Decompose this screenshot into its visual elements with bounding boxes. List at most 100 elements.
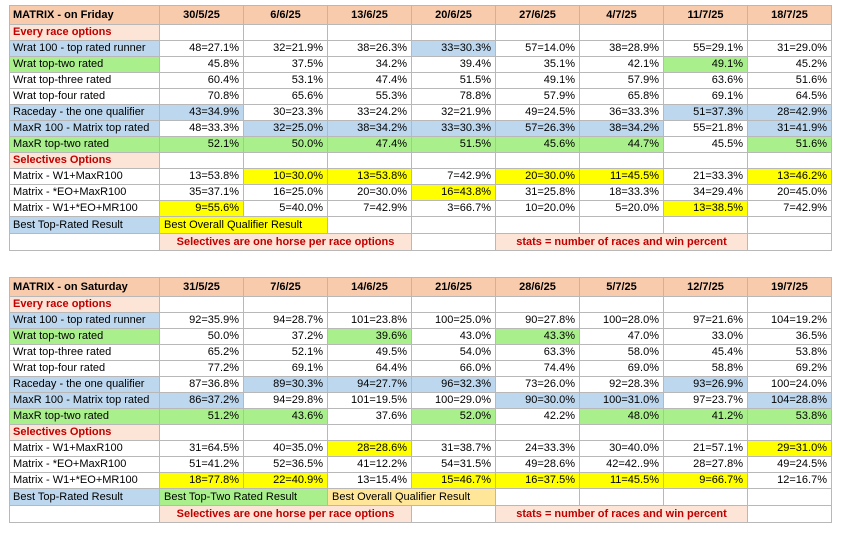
empty-cell (663, 296, 748, 313)
value-cell: 32=25.0% (243, 120, 328, 137)
value-cell: 64.4% (327, 360, 412, 377)
value-cell: 49=24.5% (495, 104, 580, 121)
value-cell: 24=33.3% (495, 440, 580, 457)
empty-cell (159, 424, 244, 441)
empty-cell (747, 488, 832, 506)
legend-best-top-rated: Best Top-Rated Result (9, 216, 160, 234)
empty-cell (495, 296, 580, 313)
value-cell: 16=25.0% (243, 184, 328, 201)
row-label: Wrat top-four rated (9, 360, 160, 377)
date-header: 18/7/25 (747, 5, 832, 25)
row-label: Matrix - W1+MaxR100 (9, 168, 160, 185)
value-cell: 45.4% (663, 344, 748, 361)
value-cell: 69.1% (243, 360, 328, 377)
value-cell: 51=41.2% (159, 456, 244, 473)
empty-cell (663, 488, 748, 506)
value-cell: 54=31.5% (411, 456, 496, 473)
value-cell: 51.2% (159, 408, 244, 425)
data-row: Wrat top-three rated 65.2% 52.1% 49.5% 54.0%… (9, 344, 832, 361)
value-cell: 34=29.4% (663, 184, 748, 201)
empty-cell (411, 233, 496, 251)
empty-cell (495, 24, 580, 41)
date-header: 13/6/25 (327, 5, 412, 25)
value-cell: 42=42..9% (579, 456, 664, 473)
empty-cell (495, 488, 580, 506)
saturday-table-body: MATRIX - on Saturday 31/5/25 7/6/25 14/6/25… (9, 277, 832, 523)
value-cell: 18=77.8% (159, 472, 244, 489)
empty-cell (747, 216, 832, 234)
row-label: Raceday - the one qualifier (9, 104, 160, 121)
value-cell: 66.0% (411, 360, 496, 377)
value-cell: 44.7% (579, 136, 664, 153)
value-cell: 47.4% (327, 136, 412, 153)
value-cell: 65.8% (579, 88, 664, 105)
empty-cell (747, 152, 832, 169)
value-cell: 16=43.8% (411, 184, 496, 201)
value-cell: 58.0% (579, 344, 664, 361)
value-cell: 97=23.7% (663, 392, 748, 409)
value-cell: 37.2% (243, 328, 328, 345)
value-cell: 45.8% (159, 56, 244, 73)
value-cell: 33.0% (663, 328, 748, 345)
value-cell: 20=45.0% (747, 184, 832, 201)
value-cell: 28=27.8% (663, 456, 748, 473)
value-cell: 13=38.5% (663, 200, 748, 217)
row-label: Wrat top-two rated (9, 328, 160, 345)
value-cell: 13=46.2% (747, 168, 832, 185)
value-cell: 60.4% (159, 72, 244, 89)
date-header: 20/6/25 (411, 5, 496, 25)
value-cell: 38=28.9% (579, 40, 664, 57)
value-cell: 94=27.7% (327, 376, 412, 393)
value-cell: 32=21.9% (411, 104, 496, 121)
value-cell: 64.5% (747, 88, 832, 105)
empty-cell (579, 216, 664, 234)
value-cell: 51.6% (747, 72, 832, 89)
value-cell: 10=30.0% (243, 168, 328, 185)
data-row: Wrat top-two rated 45.8% 37.5% 34.2% 39.4% 35… (9, 56, 832, 73)
value-cell: 47.0% (579, 328, 664, 345)
value-cell: 58.8% (663, 360, 748, 377)
empty-cell (411, 505, 496, 523)
row-label: MaxR top-two rated (9, 136, 160, 153)
section-row: Selectives Options (9, 152, 832, 169)
value-cell: 10=20.0% (495, 200, 580, 217)
value-cell: 70.8% (159, 88, 244, 105)
notes-row: Selectives are one horse per race option… (9, 505, 832, 523)
empty-cell (327, 152, 412, 169)
empty-cell (495, 216, 580, 234)
empty-cell (747, 505, 832, 523)
date-header: 27/6/25 (495, 5, 580, 25)
value-cell: 38=34.2% (327, 120, 412, 137)
value-cell: 21=33.3% (663, 168, 748, 185)
value-cell: 45.5% (663, 136, 748, 153)
row-label: Matrix - *EO+MaxR100 (9, 184, 160, 201)
value-cell: 89=30.3% (243, 376, 328, 393)
value-cell: 51.5% (411, 136, 496, 153)
value-cell: 22=40.9% (243, 472, 328, 489)
value-cell: 52=36.5% (243, 456, 328, 473)
empty-cell (663, 152, 748, 169)
empty-cell (411, 424, 496, 441)
row-label: Wrat 100 - top rated runner (9, 312, 160, 329)
value-cell: 7=42.9% (411, 168, 496, 185)
value-cell: 54.0% (411, 344, 496, 361)
empty-cell (411, 24, 496, 41)
value-cell: 42.2% (495, 408, 580, 425)
value-cell: 100=28.0% (579, 312, 664, 329)
empty-cell (495, 424, 580, 441)
value-cell: 97=21.6% (663, 312, 748, 329)
value-cell: 69.0% (579, 360, 664, 377)
value-cell: 35=37.1% (159, 184, 244, 201)
value-cell: 55=29.1% (663, 40, 748, 57)
row-label: Matrix - W1+*EO+MR100 (9, 200, 160, 217)
date-header: 21/6/25 (411, 277, 496, 297)
value-cell: 36.5% (747, 328, 832, 345)
value-cell: 86=37.2% (159, 392, 244, 409)
value-cell: 31=38.7% (411, 440, 496, 457)
header-row: MATRIX - on Friday 30/5/25 6/6/25 13/6/25 20… (9, 5, 832, 25)
value-cell: 49=28.6% (495, 456, 580, 473)
data-row: Wrat top-four rated 70.8% 65.6% 55.3% 78.8% 5… (9, 88, 832, 105)
value-cell: 49.5% (327, 344, 412, 361)
value-cell: 43=34.9% (159, 104, 244, 121)
value-cell: 87=36.8% (159, 376, 244, 393)
